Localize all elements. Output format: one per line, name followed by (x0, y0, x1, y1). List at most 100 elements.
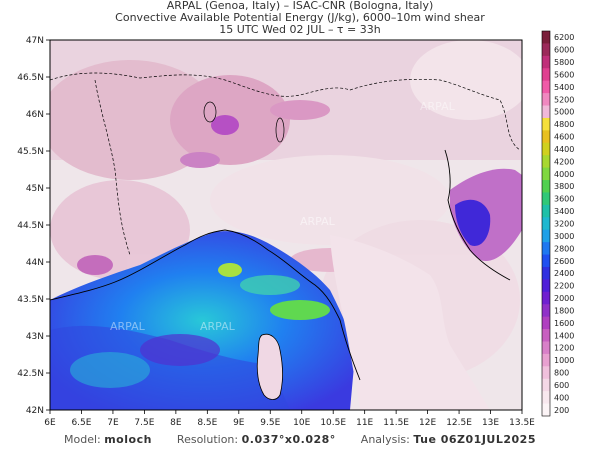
colorbar-swatch (542, 93, 550, 107)
colorbar-label: 4400 (554, 145, 574, 154)
colorbar-swatch (542, 105, 550, 119)
lat-tick-label: 45N (26, 184, 44, 194)
colorbar-swatch (542, 242, 550, 256)
lon-tick-label: 10.5E (320, 418, 346, 428)
colorbar-swatch (542, 341, 550, 355)
lat-tick-label: 44N (26, 258, 44, 268)
lat-tick-label: 43N (26, 332, 44, 342)
map-figure: ARPAL ARPAL ARPAL ARPAL 6E 6.5E 7E 7.5E 8E 8.… (17, 30, 574, 428)
model-value: moloch (104, 433, 152, 446)
colorbar-swatch (542, 155, 550, 169)
colorbar-label: 1000 (554, 356, 574, 365)
colorbar-swatch (542, 142, 550, 156)
colorbar-label: 4200 (554, 157, 574, 166)
lon-tick-label: 11E (356, 418, 373, 428)
colorbar-label: 2000 (554, 294, 574, 303)
colorbar-swatch (542, 217, 550, 231)
lon-tick-label: 12.5E (446, 418, 472, 428)
colorbar-swatch (542, 254, 550, 268)
colorbar-swatch (542, 304, 550, 318)
colorbar-swatch (542, 117, 550, 131)
colorbar-swatch (542, 229, 550, 243)
colorbar-swatch (542, 316, 550, 330)
colorbar-label: 3200 (554, 220, 574, 229)
colorbar-label: 4600 (554, 133, 574, 142)
lon-tick-label: 11.5E (383, 418, 409, 428)
colorbar-label: 6200 (554, 33, 574, 42)
map-watermark: ARPAL (110, 320, 146, 333)
colorbar-swatch (542, 192, 550, 206)
map-watermark: ARPAL (300, 215, 336, 228)
colorbar-swatch (542, 130, 550, 144)
border-austria-slovenia (349, 78, 521, 151)
title-line-2: Convective Available Potential Energy (J… (115, 11, 485, 24)
lon-tick-label: 9E (233, 418, 245, 428)
colorbar-label: 3800 (554, 182, 574, 191)
lon-tick-label: 6.5E (71, 418, 91, 428)
lon-tick-label: 8.5E (197, 418, 217, 428)
colorbar-swatch (542, 55, 550, 69)
colorbar-swatch (542, 366, 550, 380)
lon-tick-label: 8E (170, 418, 182, 428)
adriatic-coast (444, 149, 511, 281)
model-label: Model: (63, 433, 101, 446)
colorbar-swatch (542, 291, 550, 305)
colorbar-label: 2400 (554, 269, 574, 278)
title-line-1: ARPAL (Genoa, Italy) – ISAC-CNR (Bologna… (166, 0, 434, 12)
colorbar-label: 3000 (554, 232, 574, 241)
colorbar-swatch (542, 31, 550, 44)
colorbar-swatch (542, 167, 550, 181)
analysis-value: Tue 06Z01JUL2025 (413, 433, 536, 446)
lon-tick-label: 7E (107, 418, 119, 428)
colorbar-swatch (542, 353, 550, 367)
colorbar-label: 6000 (554, 46, 574, 55)
latitude-axis: 47N 46.5N 46N 45.5N 45N 44.5N 44N 43.5N 43N 42.5N… (17, 36, 50, 416)
lat-tick-label: 46.5N (17, 73, 44, 83)
lat-tick-label: 44.5N (17, 221, 44, 231)
colorbar-label: 4000 (554, 170, 574, 179)
lat-tick-label: 42.5N (17, 369, 44, 379)
colorbar-swatch (542, 279, 550, 293)
colorbar-label: 3400 (554, 207, 574, 216)
colorbar-label: 5400 (554, 83, 574, 92)
resolution-label: Resolution: (176, 433, 239, 446)
map-watermark: ARPAL (420, 100, 456, 113)
colorbar-label: 2600 (554, 257, 574, 266)
colorbar-label: 1600 (554, 319, 574, 328)
lon-tick-label: 13E (482, 418, 499, 428)
colorbar-swatch (542, 329, 550, 342)
colorbar-label: 3600 (554, 195, 574, 204)
colorbar: 6200 6000 5800 5600 5400 5200 5000 4800 4600 4400… (541, 30, 574, 417)
colorbar-label: 2800 (554, 244, 574, 253)
title-line-3: 15 UTC Wed 02 JUL – τ = 33h (219, 23, 381, 36)
lat-tick-label: 42N (26, 406, 44, 416)
lat-tick-label: 46N (26, 110, 44, 120)
map-panel[interactable]: ARPAL ARPAL ARPAL ARPAL (40, 40, 530, 410)
lat-tick-label: 43.5N (17, 295, 44, 305)
lon-tick-label: 7.5E (134, 418, 154, 428)
colorbar-label: 400 (554, 393, 569, 402)
colorbar-label: 2200 (554, 282, 574, 291)
colorbar-swatch (542, 204, 550, 218)
colorbar-label: 4800 (554, 120, 574, 129)
colorbar-frame (541, 30, 551, 417)
lat-tick-label: 47N (26, 36, 44, 46)
colorbar-label: 600 (554, 381, 569, 390)
colorbar-swatch (542, 391, 550, 405)
colorbar-label: 5000 (554, 108, 574, 117)
border-france (94, 79, 131, 256)
colorbar-swatch (542, 378, 550, 392)
lon-tick-label: 10E (293, 418, 310, 428)
colorbar-swatch (542, 180, 550, 193)
colorbar-swatch (542, 266, 550, 280)
peninsula-land (330, 235, 490, 410)
colorbar-label: 200 (554, 406, 569, 415)
colorbar-label: 5600 (554, 70, 574, 79)
colorbar-label: 800 (554, 369, 569, 378)
colorbar-swatch (542, 68, 550, 82)
resolution-value: 0.037°x0.028° (241, 433, 336, 446)
colorbar-label: 1200 (554, 344, 574, 353)
colorbar-swatch (542, 403, 550, 417)
analysis-label: Analysis: (360, 433, 410, 446)
colorbar-swatch (542, 43, 550, 57)
